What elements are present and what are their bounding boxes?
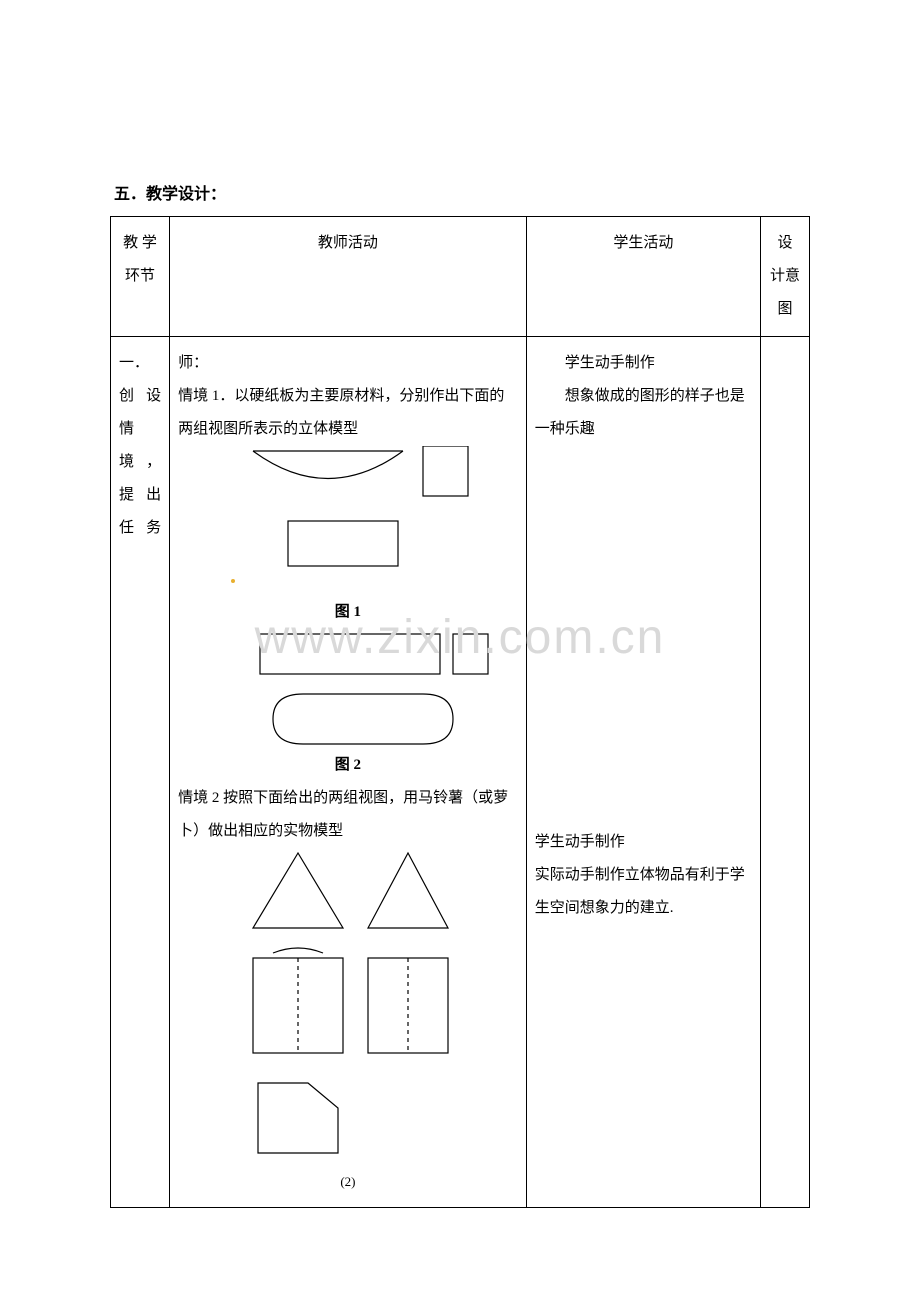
stage-line: 创 设情境，提 出任务 xyxy=(119,380,161,545)
stage-line: 一． xyxy=(119,347,161,380)
student-p1: 学生动手制作 xyxy=(535,347,752,380)
student-activity-cell: 学生动手制作 想象做成的图形的样子也是一种乐趣 学生动手制作 实际动手制作立体物… xyxy=(526,337,760,1208)
figure-3 xyxy=(178,848,518,1168)
header-col1: 教 学环节 xyxy=(111,217,170,337)
student-p2: 想象做成的图形的样子也是一种乐趣 xyxy=(535,380,752,446)
teacher-activity-cell: 师： 情境 1．以硬纸板为主要原材料，分别作出下面的两组视图所表示的立体模型 图… xyxy=(170,337,527,1208)
spacer xyxy=(535,446,752,826)
figure-2 xyxy=(178,629,518,749)
figure-2-svg xyxy=(198,629,498,749)
figure-1-svg xyxy=(198,446,498,596)
design-intent-cell xyxy=(761,337,810,1208)
page-number: (2) xyxy=(178,1168,518,1197)
table-row: 一． 创 设情境，提 出任务 师： 情境 1．以硬纸板为主要原材料，分别作出下面… xyxy=(111,337,810,1208)
stage-cell: 一． 创 设情境，提 出任务 xyxy=(111,337,170,1208)
teacher-p1: 情境 1．以硬纸板为主要原材料，分别作出下面的两组视图所表示的立体模型 xyxy=(178,380,518,446)
student-p3: 学生动手制作 xyxy=(535,826,752,859)
header-col4: 设 计意图 xyxy=(761,217,810,337)
figure-3-svg xyxy=(208,848,488,1168)
header-col2: 教师活动 xyxy=(170,217,527,337)
table-header-row: 教 学环节 教师活动 学生活动 设 计意图 xyxy=(111,217,810,337)
figure-1 xyxy=(178,446,518,596)
student-p4: 实际动手制作立体物品有利于学生空间想象力的建立. xyxy=(535,859,752,925)
teacher-p0: 师： xyxy=(178,347,518,380)
figure-1-caption: 图 1 xyxy=(178,596,518,629)
teacher-p2: 情境 2 按照下面给出的两组视图，用马铃薯（或萝卜）做出相应的实物模型 xyxy=(178,782,518,848)
figure-2-caption: 图 2 xyxy=(178,749,518,782)
header-col3: 学生活动 xyxy=(526,217,760,337)
lesson-plan-table: 教 学环节 教师活动 学生活动 设 计意图 一． 创 设情境，提 出任务 师： … xyxy=(110,216,810,1208)
section-title: 五．教学设计： xyxy=(110,180,810,204)
